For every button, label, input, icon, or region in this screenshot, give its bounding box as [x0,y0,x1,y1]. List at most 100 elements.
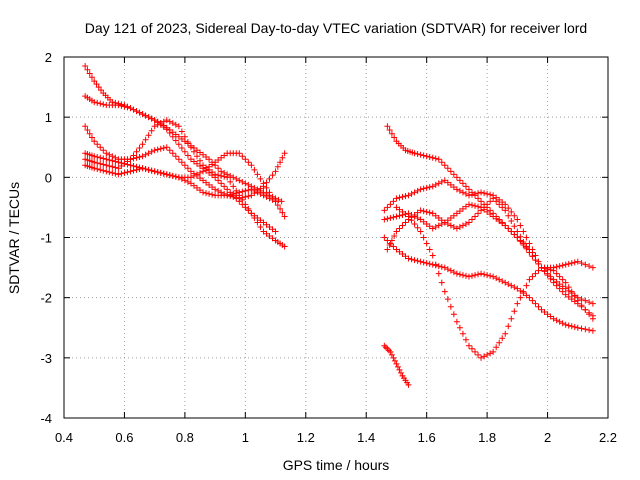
data-point [388,130,395,137]
data-point [568,323,575,330]
data-point [559,262,566,269]
y-tick-label: -1 [40,231,52,246]
data-point [420,218,427,225]
data-point [526,294,533,301]
data-point [459,205,466,212]
data-point [136,154,143,161]
data-point [277,205,284,212]
data-point [181,162,188,169]
data-point [426,246,433,253]
data-point [414,151,421,158]
data-point [166,172,173,179]
data-point [203,166,210,173]
data-point [423,260,430,267]
data-point [411,150,418,157]
data-point [175,141,182,148]
data-point [233,175,240,182]
data-point [417,258,424,265]
data-point [175,133,182,140]
data-point [160,118,167,125]
data-point [263,221,270,228]
series-sat2 [82,93,279,235]
data-point [571,293,578,300]
data-point [499,204,506,211]
data-point [386,126,393,133]
data-point [502,222,509,229]
x-tick-label: 0.8 [176,430,194,445]
data-point [242,193,249,200]
data-point [209,191,216,198]
data-point [453,210,460,217]
data-point [269,172,276,179]
data-point [166,118,173,125]
data-point [193,184,200,191]
data-point [121,160,128,167]
data-point [130,152,137,159]
data-point [112,170,119,177]
data-point [432,212,439,219]
data-point [423,208,430,215]
data-point [142,136,149,143]
data-point [175,156,182,163]
x-tick-label: 1.6 [418,430,436,445]
x-tick-label: 2 [544,430,551,445]
series-sat1 [82,63,285,205]
data-point [414,257,421,264]
data-point [257,175,264,182]
data-point [508,228,515,235]
data-point [221,183,228,190]
data-point [568,288,575,295]
data-point [109,157,116,164]
data-point [139,141,146,148]
data-point [115,171,122,178]
data-point [269,193,276,200]
data-point [197,163,203,170]
data-point [242,180,249,187]
data-point [568,296,575,303]
data-point [559,320,566,327]
data-point [245,205,252,212]
data-point [209,161,216,168]
data-point [227,191,234,198]
data-point [154,121,161,128]
data-point [388,237,395,244]
data-point [465,342,472,349]
data-point [187,156,194,163]
data-point [541,265,548,272]
data-point [511,284,518,291]
data-point [393,204,400,211]
data-point [260,192,267,199]
data-point [429,252,436,259]
data-point [472,272,479,279]
data-point [571,323,578,330]
data-point [279,154,286,161]
data-point [544,266,551,273]
data-point [396,225,403,232]
data-point [163,117,170,124]
chart-title: Day 121 of 2023, Sidereal Day-to-day VTE… [85,20,587,36]
data-point [496,339,503,346]
data-point [426,223,433,230]
data-point [227,178,234,185]
data-point [130,106,137,113]
data-point [438,178,445,185]
data-point [408,190,415,197]
data-point [148,148,155,155]
data-point [493,215,500,222]
data-point [414,209,421,216]
data-point [420,152,427,159]
data-point [459,189,466,196]
data-point [502,201,509,208]
data-point [84,126,91,133]
data-point [387,240,394,247]
data-point [520,228,527,235]
data-point [163,171,170,178]
data-point [97,100,104,107]
data-point [169,150,176,157]
data-point [435,214,442,221]
data-point [245,181,252,188]
data-point [245,159,252,166]
data-point [469,202,475,209]
data-point [133,108,140,115]
data-point [178,159,185,166]
